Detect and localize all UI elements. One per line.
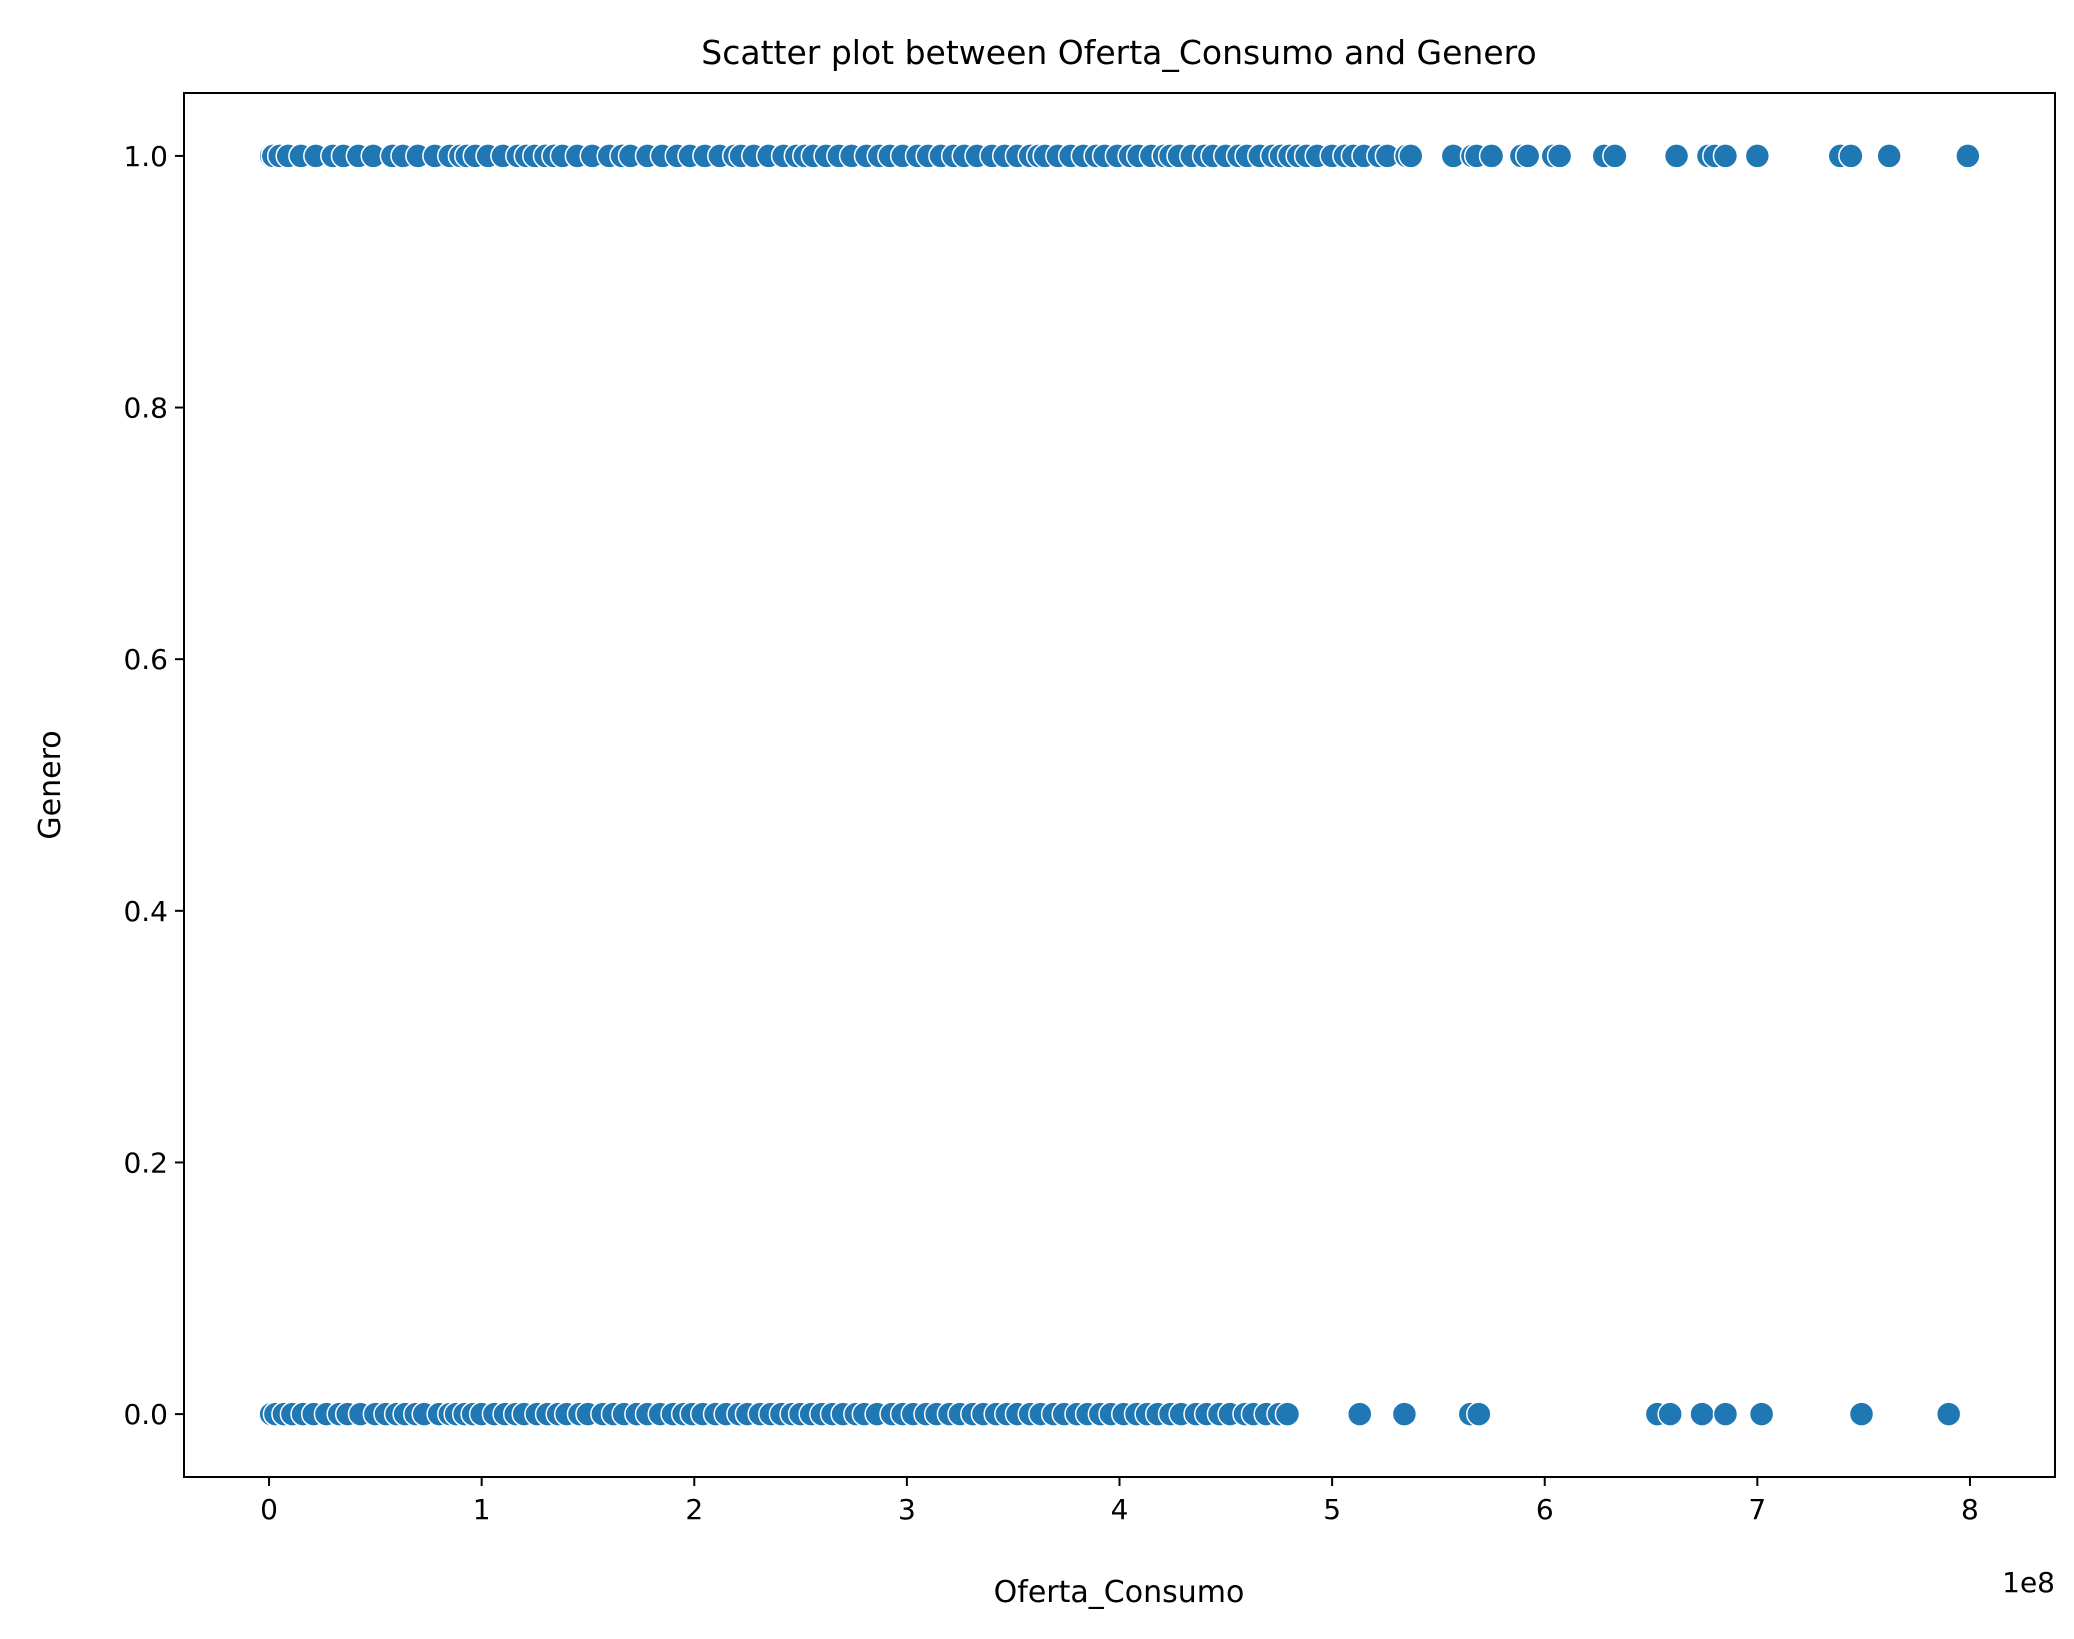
scatter-point (1514, 143, 1541, 169)
x-tick-label: 6 (1536, 1493, 1554, 1526)
y-tick-label: 0.8 (123, 392, 168, 425)
x-tick-label: 1 (473, 1493, 491, 1526)
x-tick-label: 2 (685, 1493, 703, 1526)
scatter-point (1663, 143, 1690, 169)
chart-title: Scatter plot between Oferta_Consumo and … (701, 33, 1536, 72)
scatter-point (1546, 143, 1573, 169)
x-tick-label: 5 (1323, 1493, 1341, 1526)
scatter-point (1657, 1401, 1683, 1427)
x-axis-ticks: 0 1 2 3 4 5 6 7 8 (260, 1477, 1979, 1526)
y-tick-label: 0.6 (123, 643, 168, 676)
y-tick-label: 0.4 (123, 895, 168, 928)
scatter-point (1602, 143, 1628, 169)
scatter-point (1955, 143, 1981, 169)
scatter-point (1391, 1401, 1418, 1427)
scatter-point (1478, 143, 1505, 169)
scatter-point (1848, 1401, 1875, 1427)
scatter-point (1274, 1401, 1301, 1427)
x-axis-label: Oferta_Consumo (994, 1575, 1245, 1610)
x-tick-label: 8 (1961, 1493, 1979, 1526)
scatter-point (1744, 143, 1771, 169)
x-tick-label: 4 (1111, 1493, 1129, 1526)
scatter-point (1748, 1401, 1775, 1427)
scatter-point (1712, 143, 1739, 169)
scatter-point (1347, 1401, 1373, 1427)
scatter-point (1466, 1401, 1492, 1427)
y-axis-label: Genero (33, 730, 68, 839)
y-tick-label: 1.0 (123, 140, 168, 173)
scatter-point (1876, 143, 1902, 169)
x-tick-label: 0 (260, 1493, 278, 1526)
scatter-point (1712, 1401, 1739, 1427)
x-tick-label: 3 (898, 1493, 916, 1526)
scatter-point (1398, 143, 1424, 169)
y-tick-label: 0.2 (123, 1146, 168, 1179)
y-axis-ticks: 0.0 0.2 0.4 0.6 0.8 1.0 (123, 140, 184, 1431)
x-axis-offset-label: 1e8 (2002, 1566, 2055, 1599)
scatter-point (1689, 1401, 1715, 1427)
points-layer (258, 143, 1981, 1427)
scatter-point (1838, 143, 1864, 169)
scatter-point (1935, 1401, 1962, 1427)
y-tick-label: 0.0 (123, 1398, 168, 1431)
x-tick-label: 7 (1748, 1493, 1766, 1526)
